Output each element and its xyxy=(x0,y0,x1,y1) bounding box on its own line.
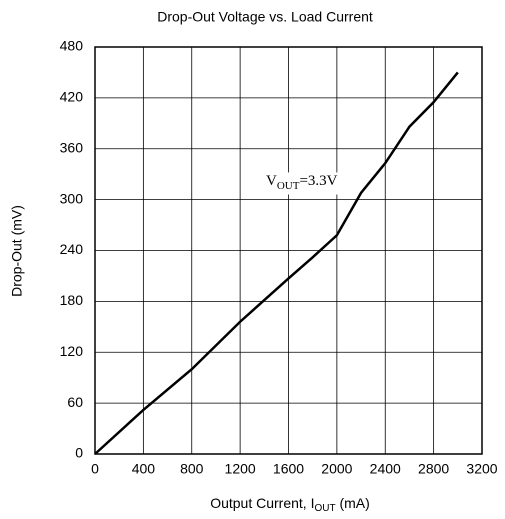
y-tick-label: 360 xyxy=(60,139,84,155)
y-tick-label: 60 xyxy=(67,394,83,410)
y-tick-label: 300 xyxy=(60,190,84,206)
x-tick-label: 0 xyxy=(91,461,99,477)
y-tick-label: 420 xyxy=(60,89,84,105)
x-tick-label: 1600 xyxy=(273,461,304,477)
x-axis-label-suffix: (mA) xyxy=(336,495,370,511)
annotation-bg xyxy=(264,172,344,195)
x-tick-label: 3200 xyxy=(466,461,497,477)
plot-frame xyxy=(94,46,483,455)
chart-title: Drop-Out Voltage vs. Load Current xyxy=(157,9,373,25)
y-axis-label: Drop-Out (mV) xyxy=(9,205,25,297)
x-tick-label: 1200 xyxy=(225,461,256,477)
y-tick-label: 480 xyxy=(60,38,84,54)
y-tick-label: 180 xyxy=(60,292,84,308)
y-tick-label: 0 xyxy=(75,445,83,461)
data-line xyxy=(94,71,459,455)
x-tick-label: 2400 xyxy=(370,461,401,477)
x-axis-label: Output Current, IOUT (mA) xyxy=(210,495,370,514)
annotation-sub: OUT xyxy=(277,180,300,192)
x-tick-label: 2800 xyxy=(418,461,449,477)
x-axis-label-sub: OUT xyxy=(314,503,335,514)
y-tick-label: 240 xyxy=(60,241,84,257)
x-tick-label: 2000 xyxy=(321,461,352,477)
annotation: VOUT=3.3V xyxy=(266,173,338,191)
annotation-suffix: =3.3V xyxy=(299,173,337,189)
annotation-text: V xyxy=(266,173,277,189)
x-tick-label: 400 xyxy=(132,461,156,477)
y-tick-label: 120 xyxy=(60,343,84,359)
x-tick-label: 800 xyxy=(180,461,204,477)
x-axis-label-text: Output Current, I xyxy=(210,495,314,511)
